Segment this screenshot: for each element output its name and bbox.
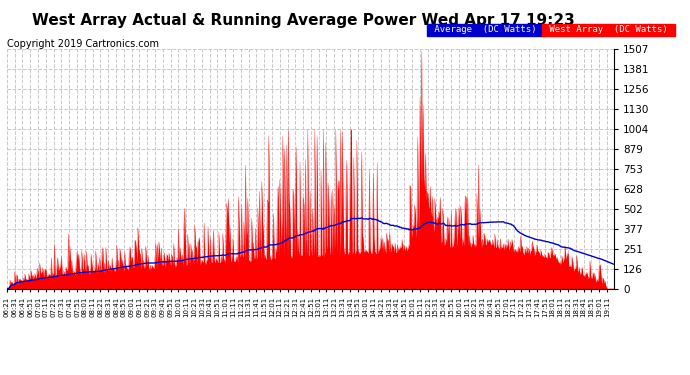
Text: Copyright 2019 Cartronics.com: Copyright 2019 Cartronics.com (7, 39, 159, 50)
Text: West Array  (DC Watts): West Array (DC Watts) (544, 26, 673, 34)
Text: West Array Actual & Running Average Power Wed Apr 17 19:23: West Array Actual & Running Average Powe… (32, 13, 575, 28)
Text: Average  (DC Watts): Average (DC Watts) (429, 26, 542, 34)
